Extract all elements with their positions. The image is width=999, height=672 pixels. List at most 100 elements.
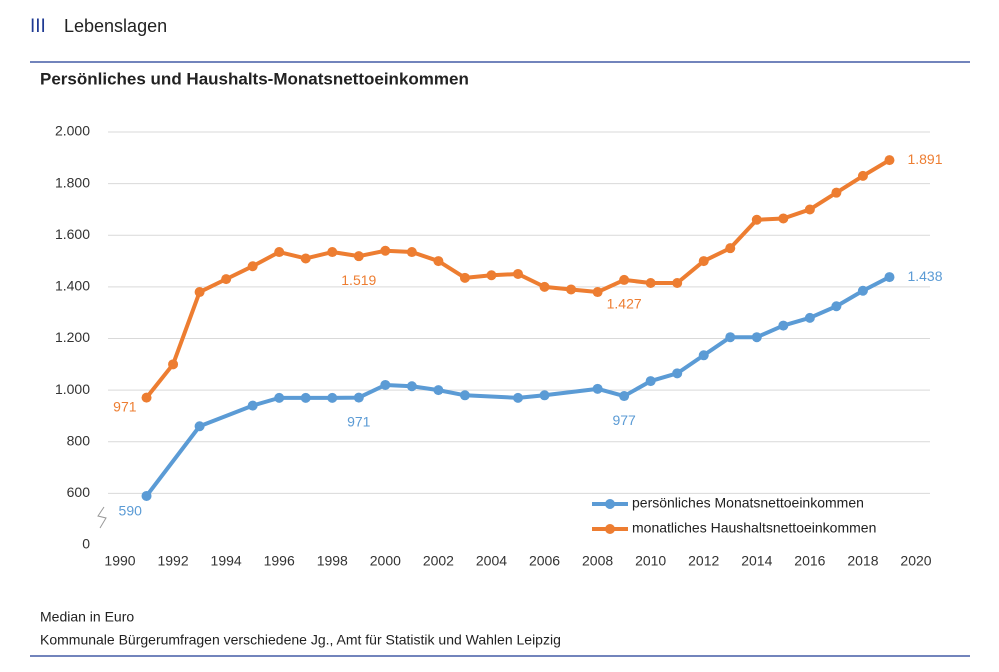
point [247, 261, 258, 272]
value-label: 971 [347, 413, 371, 429]
point [778, 213, 789, 224]
point [433, 385, 444, 396]
y-tick-label: 600 [67, 484, 91, 500]
point [619, 274, 630, 285]
point [857, 285, 868, 296]
x-tick-label: 2000 [370, 553, 401, 569]
point [353, 251, 364, 262]
value-label: 1.427 [607, 296, 642, 312]
line [144, 275, 891, 498]
point [327, 392, 338, 403]
y-tick-label: 1.200 [55, 329, 90, 345]
x-tick-label: 2002 [423, 553, 454, 569]
point [274, 392, 285, 403]
x-tick-label: 1990 [104, 553, 135, 569]
value-label: 590 [119, 503, 143, 519]
point [459, 272, 470, 283]
x-tick-label: 2014 [741, 553, 772, 569]
value-label: 971 [113, 398, 137, 414]
point [672, 278, 683, 289]
point [778, 320, 789, 331]
point [327, 247, 338, 258]
point [406, 247, 417, 258]
x-tick-label: 2018 [847, 553, 878, 569]
point [725, 332, 736, 343]
point [831, 301, 842, 312]
section-title: Lebenslagen [64, 16, 167, 36]
point [857, 170, 868, 181]
x-tick-label: 2020 [900, 553, 931, 569]
y-tick-label: 1.800 [55, 174, 90, 190]
y-tick-label: 0 [82, 536, 90, 552]
point [539, 390, 550, 401]
y-tick-label: 1.000 [55, 381, 90, 397]
point [884, 155, 895, 166]
point [751, 214, 762, 225]
point [751, 332, 762, 343]
section-number: III [30, 16, 46, 37]
value-label: 1.438 [907, 268, 942, 284]
point [194, 421, 205, 432]
legend-swatch [605, 524, 615, 534]
source: Kommunale Bürgerumfragen verschiedene Jg… [40, 632, 561, 648]
point [141, 392, 152, 403]
point [513, 268, 523, 279]
point [194, 287, 205, 298]
x-tick-label: 2008 [582, 553, 613, 569]
point [459, 390, 470, 401]
point [645, 376, 656, 387]
point [672, 368, 683, 379]
point [353, 392, 364, 403]
point [380, 245, 391, 256]
y-tick-label: 1.400 [55, 278, 90, 294]
x-tick-label: 2004 [476, 553, 507, 569]
point [300, 253, 311, 264]
point [884, 272, 895, 283]
point [406, 381, 417, 392]
point [592, 287, 603, 298]
point [380, 379, 391, 390]
x-tick-label: 1998 [317, 553, 348, 569]
point [725, 243, 736, 254]
x-tick-label: 1994 [211, 553, 242, 569]
point [698, 256, 709, 267]
point [698, 350, 709, 361]
x-tick-label: 2010 [635, 553, 666, 569]
legend-swatch [605, 499, 615, 509]
point [221, 274, 232, 285]
point [141, 490, 152, 501]
point [619, 391, 630, 402]
value-label: 1.891 [907, 151, 942, 167]
point [433, 256, 444, 267]
x-tick-label: 2006 [529, 553, 560, 569]
point [592, 383, 603, 394]
point [168, 359, 179, 370]
value-label: 977 [612, 412, 636, 428]
x-tick-label: 1996 [264, 553, 295, 569]
legend-label: persönliches Monatsnettoeinkommen [632, 495, 864, 511]
axis-break [97, 506, 107, 529]
value-label: 1.519 [341, 272, 376, 288]
note: Median in Euro [40, 609, 134, 625]
point [486, 270, 497, 281]
point [274, 247, 285, 258]
x-tick-label: 1992 [157, 553, 188, 569]
x-tick-label: 2012 [688, 553, 719, 569]
point [300, 392, 311, 403]
y-tick-label: 2.000 [55, 123, 90, 139]
point [539, 281, 550, 292]
point [513, 392, 523, 403]
x-tick-label: 2016 [794, 553, 825, 569]
point [247, 400, 258, 411]
point [804, 312, 815, 323]
point [566, 284, 577, 295]
point [831, 187, 842, 198]
point [804, 204, 815, 215]
y-tick-label: 800 [67, 432, 91, 448]
y-tick-label: 1.600 [55, 226, 90, 242]
chart-title: Persönliches und Haushalts-Monatsnettoei… [40, 69, 469, 88]
legend-label: monatliches Haushaltsnettoeinkommen [632, 520, 876, 536]
point [645, 278, 656, 289]
